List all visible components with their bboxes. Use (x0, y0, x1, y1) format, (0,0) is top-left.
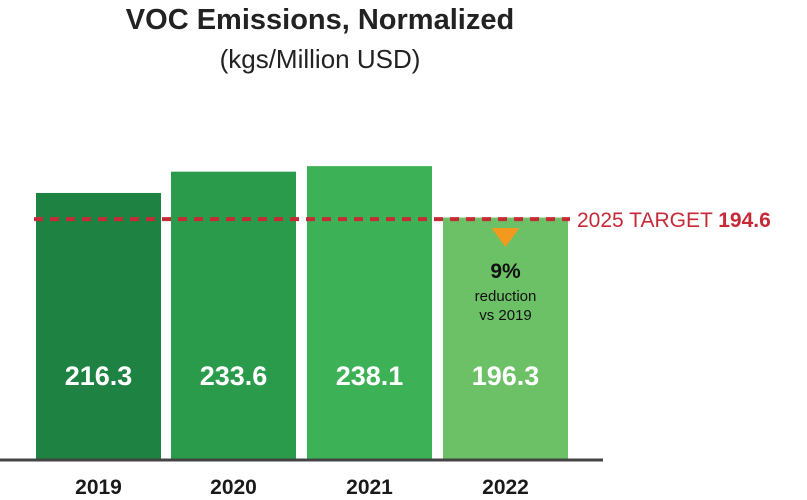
value-label-2020: 233.6 (200, 361, 268, 391)
bar-2021 (307, 166, 432, 459)
bar-2019 (36, 192, 161, 460)
x-tick-label-2022: 2022 (482, 476, 529, 499)
bar-2020 (171, 171, 296, 459)
target-label: 2025 TARGET 194.6 (577, 209, 771, 232)
value-label-2022: 196.3 (472, 361, 540, 391)
x-tick-label-2019: 2019 (75, 476, 122, 499)
down-triangle-icon (491, 228, 520, 247)
annotation-line-2: vs 2019 (479, 307, 532, 324)
x-tick-label-2021: 2021 (346, 476, 393, 499)
value-label-2021: 238.1 (336, 361, 404, 391)
bar-2022 (443, 217, 568, 459)
chart-subtitle: (kgs/Million USD) (219, 44, 421, 74)
annotation-headline: 9% (490, 260, 521, 283)
annotation-line-1: reduction (475, 288, 537, 305)
value-label-2019: 216.3 (65, 361, 133, 391)
x-tick-label-2020: 2020 (210, 476, 257, 499)
target-label-text: 2025 TARGET (577, 209, 718, 232)
target-label-value: 194.6 (718, 209, 771, 232)
chart-title: VOC Emissions, Normalized (125, 4, 515, 36)
